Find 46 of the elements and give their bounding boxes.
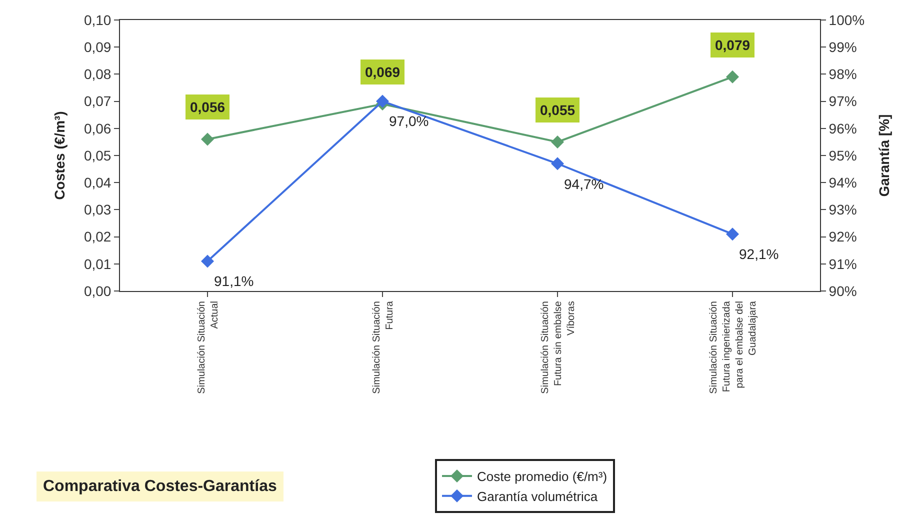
y2-tick-label: 95%	[828, 147, 857, 164]
y2-tick-label: 99%	[828, 39, 857, 55]
y2-tick-label: 94%	[828, 174, 857, 190]
point	[726, 228, 739, 241]
y2-tick-label: 90%	[828, 282, 857, 299]
y-tick-label: 0,01	[84, 256, 112, 272]
point	[376, 94, 389, 108]
y-axis-title: Costes (€/m³)	[52, 111, 68, 200]
data-label: 97,0%	[389, 113, 429, 129]
text: Comparativa Costes-Garantías	[43, 478, 277, 495]
x-tick-label: Simulación Situación Futura sin embalse Víboras	[540, 300, 577, 394]
point	[726, 70, 739, 84]
data-label: 92,1%	[739, 246, 779, 262]
y2-tick-label: 100%	[828, 12, 865, 28]
x-tick-label: Simulación Situación Actual	[196, 301, 220, 394]
legend-label: Coste promedio (€/m³)	[477, 469, 608, 484]
y-tick-label: 0,00	[84, 282, 112, 299]
y-tick-label: 0,10	[84, 12, 112, 28]
y-tick-label: 0,02	[84, 228, 112, 245]
point	[551, 157, 564, 170]
y-tick-label: 0,09	[84, 39, 112, 55]
y2-tick-label: 96%	[828, 120, 857, 136]
legend-label: Garantía volumétrica	[477, 488, 598, 504]
y2-tick-label: 97%	[828, 93, 857, 110]
x-tick-label: Simulación Situación Futura	[371, 300, 396, 394]
data-label: 91,1%	[214, 273, 254, 289]
y-tick-label: 0,08	[84, 66, 112, 82]
data-label: 0,079	[715, 37, 750, 53]
y-tick-label: 0,05	[84, 147, 112, 164]
data-label: 0,069	[365, 64, 400, 80]
point	[551, 135, 564, 148]
y-tick-label: 0,06	[84, 120, 112, 136]
y-tick-label: 0,03	[84, 202, 112, 218]
y-tick-label: 0,04	[84, 174, 112, 190]
data-label: 0,055	[540, 102, 576, 118]
y2-tick-label: 93%	[828, 202, 857, 218]
y2-tick-label: 98%	[828, 66, 857, 82]
y2-tick-label: 91%	[828, 256, 857, 272]
y-tick-label: 0,07	[84, 93, 112, 110]
y2-axis-title: Garantía [%]	[876, 114, 892, 197]
x-tick-label: Simulación Situación Futura ingenierizada para el embalse del Guadalajara	[708, 300, 758, 394]
point	[201, 254, 214, 268]
data-label: 94,7%	[564, 176, 604, 192]
y2-tick-label: 92%	[828, 228, 857, 245]
data-label: 0,056	[190, 99, 226, 115]
point	[201, 132, 214, 146]
